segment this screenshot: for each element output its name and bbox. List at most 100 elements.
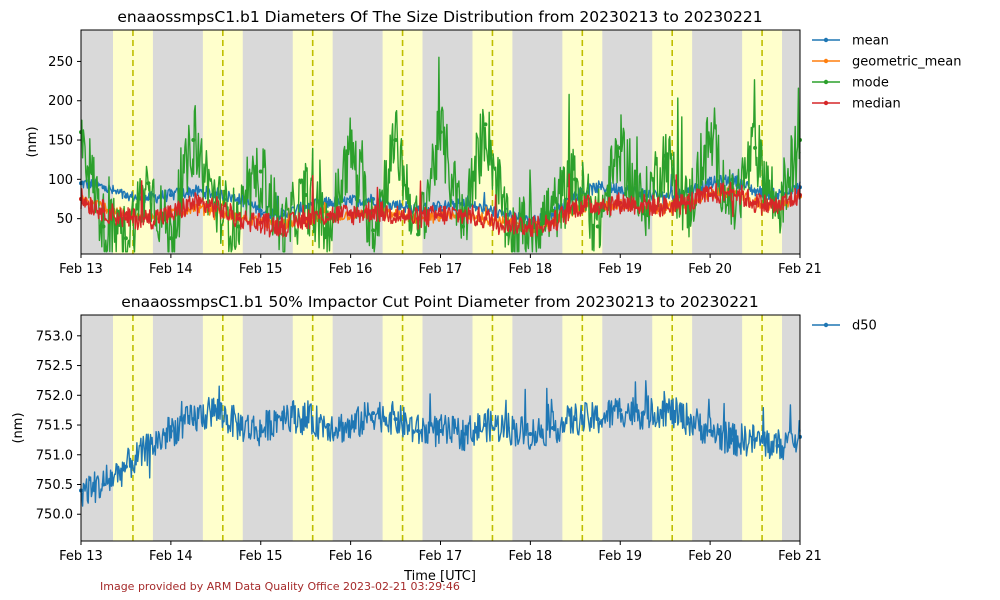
bottom-y-tick-label: 753.0	[36, 329, 73, 344]
top-point-mode	[123, 236, 128, 241]
top-point-median	[281, 224, 286, 229]
top-series-line-median	[80, 173, 801, 238]
top-point-mean	[123, 194, 128, 199]
top-point-mode	[371, 228, 376, 233]
top-point-median	[123, 216, 128, 221]
bottom-point-d50	[753, 437, 758, 442]
bottom-point-d50	[168, 428, 173, 433]
top-point-mode	[438, 130, 443, 135]
top-point-median	[168, 212, 173, 217]
bottom-x-tick-label: Feb 16	[329, 549, 373, 564]
bottom-chart-title: enaaossmpsC1.b1 50% Impactor Cut Point D…	[121, 293, 759, 311]
bottom-point-d50	[393, 417, 398, 422]
bottom-point-d50	[213, 408, 218, 413]
top-point-mode	[618, 145, 623, 150]
top-point-median	[460, 212, 465, 217]
legend-marker-median	[823, 100, 829, 106]
top-point-mean	[753, 189, 758, 194]
top-point-mean	[146, 196, 151, 201]
bottom-y-tick-label: 751.0	[36, 448, 73, 463]
bottom-point-d50	[123, 464, 128, 469]
legend-marker-geometric-mean	[823, 58, 829, 64]
top-point-mode	[326, 232, 331, 237]
top-point-median	[685, 200, 690, 205]
bottom-y-tick-label: 750.0	[36, 508, 73, 523]
top-point-mode	[416, 232, 421, 237]
top-point-mean	[101, 185, 106, 190]
bottom-point-d50	[685, 417, 690, 422]
top-point-mean	[708, 181, 713, 186]
top-point-mode	[191, 138, 196, 143]
top-point-mode	[258, 169, 263, 174]
bottom-y-tick-label: 750.5	[36, 478, 73, 493]
bottom-point-d50	[663, 408, 668, 413]
top-point-median	[573, 204, 578, 209]
bottom-point-d50	[258, 428, 263, 433]
top-point-mode	[595, 224, 600, 229]
top-point-median	[753, 200, 758, 205]
legend-label-geometric-mean: geometric_mean	[852, 55, 961, 70]
bottom-point-d50	[775, 443, 780, 448]
bottom-x-tick-label: Feb 19	[598, 549, 642, 564]
top-point-mode	[236, 224, 241, 229]
top-y-tick-label: 250	[48, 55, 73, 70]
legend-label-mean: mean	[852, 34, 889, 49]
top-point-mean	[393, 202, 398, 207]
top-point-mode	[753, 145, 758, 150]
top-chart-panel: enaaossmpsC1.b1 Diameters Of The Size Di…	[25, 8, 961, 277]
top-point-mode	[550, 208, 555, 213]
legend-label-d50: d50	[852, 319, 877, 334]
bottom-point-d50	[146, 446, 151, 451]
legend-label-mode: mode	[852, 76, 889, 91]
top-point-median	[101, 208, 106, 213]
top-x-tick-label: Feb 14	[149, 262, 193, 277]
top-point-mean	[595, 185, 600, 190]
bottom-y-tick-label: 752.5	[36, 359, 73, 374]
bottom-series-line-d50	[80, 380, 801, 507]
top-point-median	[191, 200, 196, 205]
legend-label-median: median	[852, 97, 901, 112]
top-point-mode	[393, 138, 398, 143]
bottom-point-d50	[101, 482, 106, 487]
top-point-median	[393, 212, 398, 217]
top-x-tick-label: Feb 18	[509, 262, 553, 277]
bottom-point-d50	[371, 411, 376, 416]
bottom-legend: d50	[812, 319, 877, 334]
top-point-mean	[348, 199, 353, 204]
legend-marker-mode	[823, 79, 829, 85]
top-point-median	[416, 216, 421, 221]
bottom-point-d50	[573, 417, 578, 422]
top-point-mode	[303, 193, 308, 198]
top-point-mean	[258, 208, 263, 213]
bottom-point-d50	[348, 426, 353, 430]
top-x-tick-label: Feb 21	[778, 262, 822, 277]
top-point-mode	[663, 153, 668, 158]
bottom-x-tick-label: Feb 14	[149, 549, 193, 564]
top-x-tick-label: Feb 15	[239, 262, 283, 277]
top-point-median	[595, 202, 600, 207]
top-point-mode	[348, 145, 353, 150]
top-point-mode	[101, 224, 106, 229]
top-point-mode	[505, 232, 510, 237]
top-x-tick-label: Feb 16	[329, 262, 373, 277]
bottom-point-d50	[640, 411, 645, 416]
top-point-median	[348, 212, 353, 217]
top-x-tick-label: Feb 20	[688, 262, 732, 277]
top-point-median	[236, 216, 241, 221]
bottom-point-d50	[708, 428, 713, 433]
top-x-tick-label: Feb 13	[59, 262, 103, 277]
top-point-median	[730, 189, 735, 194]
top-point-median	[708, 193, 713, 198]
top-point-median	[146, 216, 151, 221]
top-point-median	[640, 202, 645, 207]
bottom-x-tick-label: Feb 18	[509, 549, 553, 564]
top-x-tick-label: Feb 17	[419, 262, 463, 277]
top-chart-title: enaaossmpsC1.b1 Diameters Of The Size Di…	[117, 8, 762, 26]
bottom-point-d50	[595, 417, 600, 422]
top-point-median	[213, 204, 218, 209]
bottom-point-d50	[416, 428, 421, 433]
top-point-median	[258, 220, 263, 225]
bottom-x-tick-label: Feb 17	[419, 549, 463, 564]
